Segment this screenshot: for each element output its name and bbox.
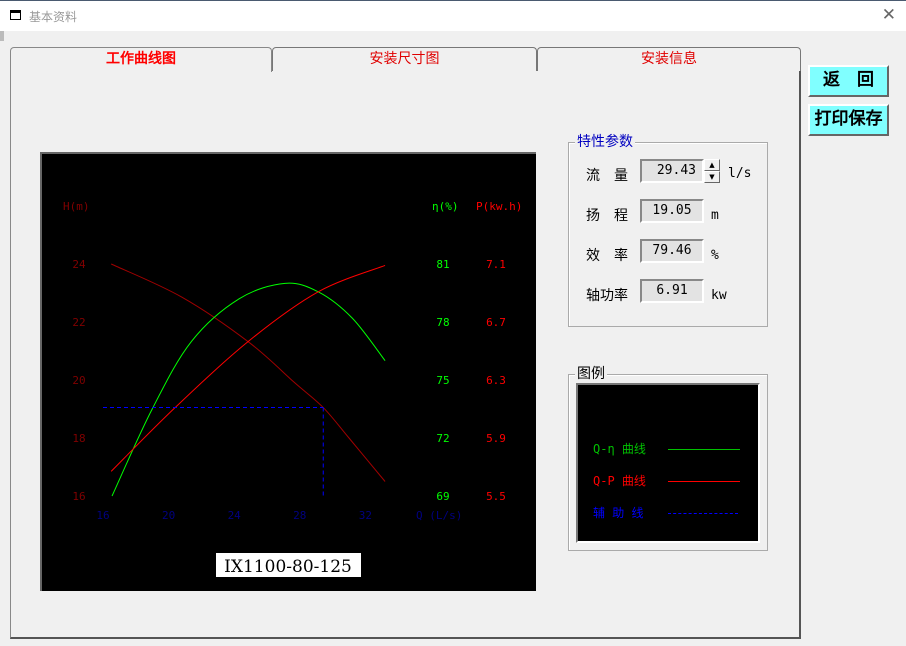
power-unit: kw [711,288,727,303]
efficiency-curve [111,282,386,497]
flow-input[interactable]: 29.43 [640,159,704,183]
params-group: 特性参数 [568,134,768,327]
head-label: 扬 程 [586,208,628,224]
legend-power-line [668,481,740,482]
head-tick-label: 24 [72,258,86,271]
print-save-button[interactable]: 打印保存 [808,104,889,136]
legend-eta-label: Q-η 曲线 [593,442,646,456]
legend-eta-line [668,449,740,450]
legend-box: Q-η 曲线 Q-P 曲线 辅 助 线 [576,383,760,543]
model-label-box [216,553,361,577]
legend-power-label: Q-P 曲线 [593,474,646,488]
legend-aux-line [668,513,738,514]
power-tick-label: 5.9 [486,432,506,445]
head-unit: m [711,208,719,223]
window-icon [10,10,21,20]
legend-title: 图例 [575,366,607,382]
chart-svg: H(m) η(%) P(kw.h) 24 81 7.1 22 78 6.7 20 75 6.3 18 72… [63,200,522,577]
power-tick-label: 6.7 [486,316,506,329]
head-tick-label: 20 [72,374,85,387]
efficiency-field: 79.46 [640,239,704,263]
spin-up-button[interactable]: ▲ [704,159,720,171]
scroll-marker [0,31,4,41]
head-tick-label: 16 [72,490,85,503]
title-bar: 基本资料 ✕ [0,0,906,31]
efficiency-tick-label: 75 [436,374,449,387]
efficiency-tick-label: 78 [436,316,449,329]
tab-install-dimensions[interactable]: 安装尺寸图 [272,47,537,71]
performance-chart: H(m) η(%) P(kw.h) 24 81 7.1 22 78 6.7 20 75 6.3 18 72… [40,152,536,591]
head-tick-label: 18 [72,432,85,445]
model-label: IX1100-80-125 [224,557,352,577]
close-icon[interactable]: ✕ [881,5,896,25]
efficiency-axis-label: η(%) [432,200,459,213]
x-tick-label: 28 [293,509,306,522]
flow-unit: l/s [728,166,752,181]
tab-work-curve[interactable]: 工作曲线图 [10,47,272,72]
efficiency-tick-label: 81 [436,258,449,271]
power-curve [110,264,386,472]
tab-install-info[interactable]: 安装信息 [537,47,801,71]
head-tick-label: 22 [72,316,85,329]
head-curve [110,263,386,482]
params-title: 特性参数 [575,134,635,150]
efficiency-unit: % [711,248,719,263]
legend-group: 图例 [568,366,768,551]
power-axis-label: P(kw.h) [476,200,522,213]
head-axis-label: H(m) [63,200,90,213]
flow-label: 流 量 [586,168,628,184]
power-tick-label: 6.3 [486,374,506,387]
x-axis-label: Q (L/s) [416,509,462,522]
efficiency-tick-label: 72 [436,432,449,445]
legend-aux-label: 辅 助 线 [593,506,644,520]
efficiency-tick-label: 69 [436,490,449,503]
power-label: 轴功率 [586,288,628,304]
x-tick-label: 32 [359,509,372,522]
power-field: 6.91 [640,279,704,303]
x-tick-label: 24 [228,509,242,522]
x-tick-label: 16 [96,509,109,522]
spin-down-button[interactable]: ▼ [704,171,720,183]
x-tick-label: 20 [162,509,175,522]
window-title: 基本资料 [29,10,78,24]
power-tick-label: 7.1 [486,258,506,271]
power-tick-label: 5.5 [486,490,506,503]
head-field: 19.05 [640,199,704,223]
back-button[interactable]: 返 回 [808,65,889,97]
efficiency-label: 效 率 [586,248,628,264]
